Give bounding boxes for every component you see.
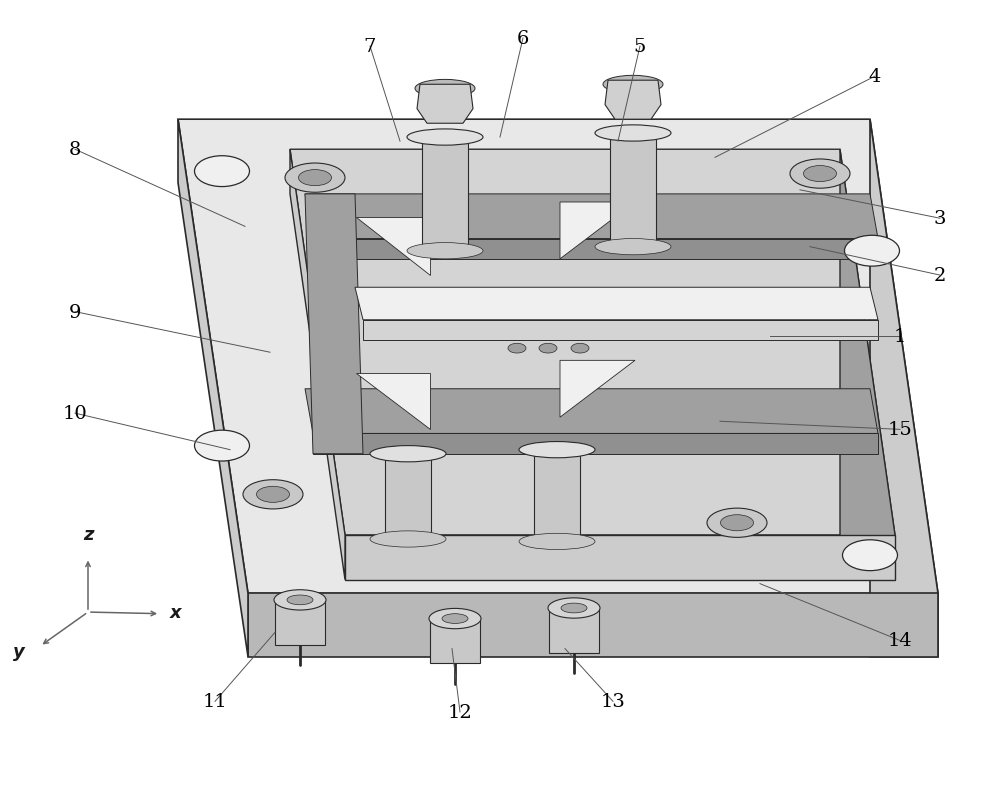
Ellipse shape (429, 608, 481, 629)
Polygon shape (305, 389, 878, 434)
Text: 14: 14 (888, 632, 912, 650)
Polygon shape (305, 195, 878, 239)
Ellipse shape (298, 170, 332, 187)
Polygon shape (610, 134, 656, 247)
Polygon shape (840, 150, 895, 580)
Ellipse shape (287, 595, 313, 605)
Ellipse shape (442, 614, 468, 624)
Ellipse shape (707, 508, 767, 538)
Ellipse shape (256, 487, 290, 503)
Polygon shape (356, 373, 430, 430)
Polygon shape (549, 608, 599, 653)
Polygon shape (313, 434, 878, 454)
Ellipse shape (370, 531, 446, 547)
Text: z: z (83, 526, 93, 543)
Ellipse shape (790, 160, 850, 189)
Ellipse shape (370, 446, 446, 462)
Polygon shape (345, 535, 895, 580)
Ellipse shape (274, 590, 326, 611)
Polygon shape (417, 85, 473, 124)
Ellipse shape (519, 442, 595, 458)
Polygon shape (560, 361, 635, 418)
Text: 13: 13 (601, 693, 625, 710)
Polygon shape (305, 195, 363, 454)
Ellipse shape (844, 236, 900, 267)
Ellipse shape (194, 157, 250, 187)
Text: 1: 1 (894, 328, 906, 345)
Polygon shape (534, 450, 580, 542)
Ellipse shape (804, 166, 836, 182)
Polygon shape (363, 320, 878, 341)
Ellipse shape (571, 344, 589, 354)
Polygon shape (355, 288, 878, 320)
Text: 7: 7 (364, 38, 376, 56)
Text: 5: 5 (634, 38, 646, 56)
Ellipse shape (720, 515, 754, 531)
Polygon shape (290, 150, 895, 535)
Text: 4: 4 (869, 68, 881, 86)
Polygon shape (248, 594, 938, 657)
Ellipse shape (243, 480, 303, 509)
Text: 3: 3 (934, 210, 946, 228)
Text: x: x (170, 603, 182, 621)
Ellipse shape (548, 599, 600, 619)
Polygon shape (560, 203, 635, 260)
Text: 11: 11 (203, 693, 227, 710)
Ellipse shape (194, 431, 250, 461)
Polygon shape (290, 150, 345, 580)
Ellipse shape (595, 239, 671, 255)
Ellipse shape (415, 80, 475, 98)
Ellipse shape (519, 534, 595, 550)
Text: 9: 9 (69, 303, 81, 321)
Polygon shape (870, 120, 938, 657)
Ellipse shape (595, 126, 671, 142)
Text: 15: 15 (888, 421, 912, 439)
Polygon shape (385, 454, 431, 539)
Text: 8: 8 (69, 141, 81, 159)
Ellipse shape (842, 540, 898, 571)
Polygon shape (356, 217, 430, 276)
Ellipse shape (407, 130, 483, 146)
Polygon shape (178, 120, 248, 657)
Ellipse shape (561, 603, 587, 613)
Text: y: y (13, 642, 25, 660)
Polygon shape (178, 120, 938, 594)
Polygon shape (605, 81, 661, 120)
Text: 2: 2 (934, 267, 946, 285)
Text: 10: 10 (63, 405, 87, 423)
Ellipse shape (407, 243, 483, 260)
Polygon shape (422, 138, 468, 251)
Polygon shape (275, 600, 325, 645)
Polygon shape (430, 619, 480, 663)
Text: 6: 6 (517, 30, 529, 48)
Ellipse shape (539, 344, 557, 354)
Polygon shape (313, 239, 878, 260)
Ellipse shape (508, 344, 526, 354)
Ellipse shape (603, 76, 663, 94)
Text: 12: 12 (448, 703, 472, 721)
Ellipse shape (285, 164, 345, 193)
